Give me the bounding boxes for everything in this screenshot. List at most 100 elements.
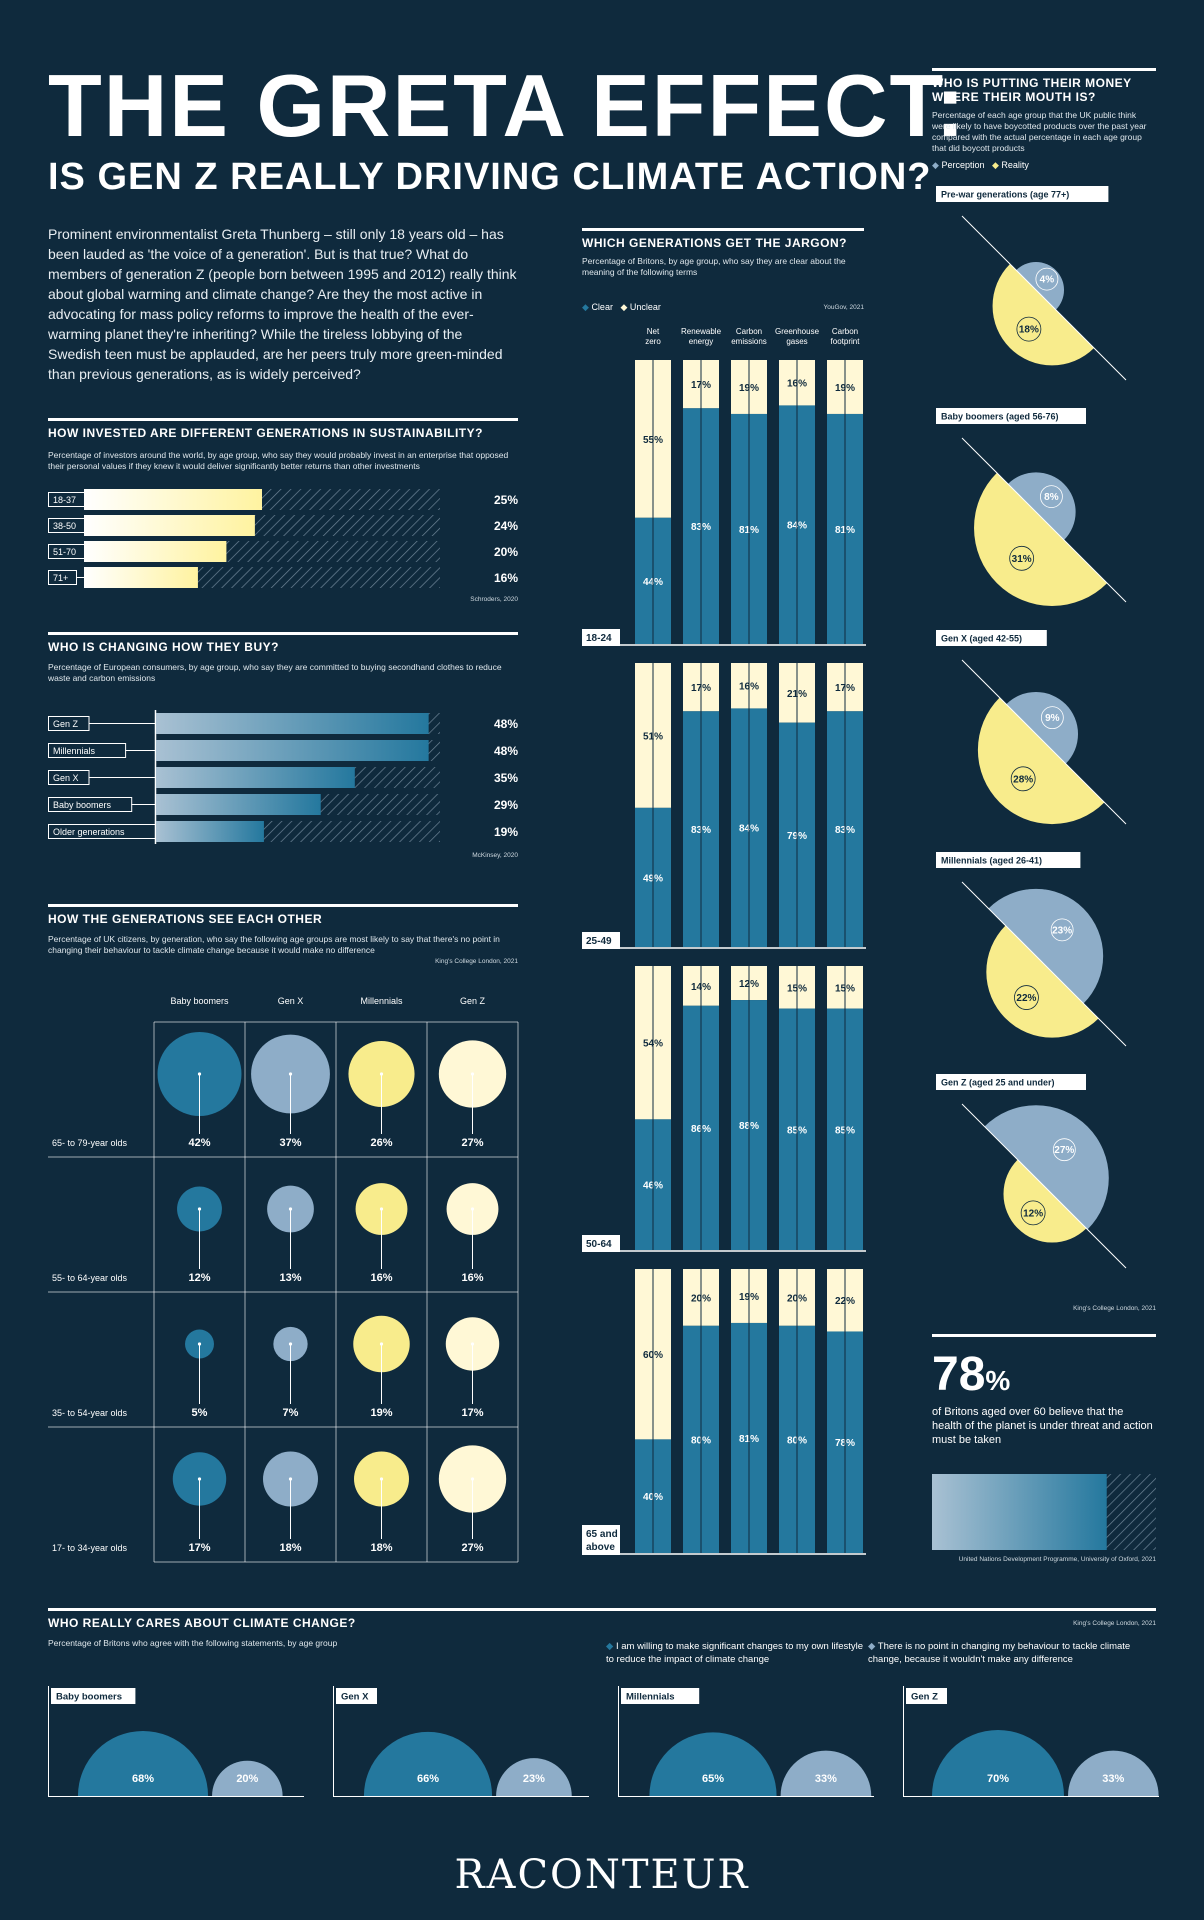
buying-value-label: 35% [494, 771, 518, 785]
see-dot [288, 1207, 293, 1211]
money-legend: ◆ Perception ◆ Reality [932, 160, 1156, 171]
see-value-label: 18% [279, 1542, 301, 1554]
page-subtitle: IS GEN Z REALLY DRIVING CLIMATE ACTION? [48, 156, 932, 198]
money-diagonal [961, 215, 1127, 381]
buying-chart: Gen Z 48% Millennials 48% Gen X 35% Baby boome… [48, 710, 518, 844]
see-dot [379, 1072, 384, 1076]
cares-nopoint-label: 23% [523, 1773, 545, 1785]
cares-legend-a: ◆ I am willing to make significant chang… [606, 1640, 868, 1666]
jargon-term-label: Renewable [681, 327, 722, 336]
invested-category-label: 38-50 [53, 521, 76, 531]
cares-nopoint-semicircle [780, 1750, 872, 1796]
see-dot [288, 1477, 293, 1481]
nopoint-legend-icon: ◆ [868, 1641, 876, 1652]
cares-group-label: Baby boomers [56, 1692, 122, 1703]
see-dot [470, 1342, 475, 1346]
jargon-term-label: energy [689, 337, 713, 346]
cares-willing-semicircle [363, 1731, 493, 1796]
stat-value: 78% [932, 1351, 1156, 1399]
jargon-subtitle: Percentage of Britons, by age group, who… [582, 256, 846, 277]
jargon-term-label: zero [645, 337, 661, 346]
jargon-group-box [582, 932, 620, 949]
reality-legend-icon: ◆ [991, 160, 999, 170]
money-title: WHO IS PUTTING THEIR MONEY WHERE THEIR M… [932, 68, 1156, 104]
see-value-label: 16% [370, 1272, 392, 1284]
see-column-header: Baby boomers [170, 996, 229, 1006]
cares-willing-semicircle [932, 1730, 1064, 1796]
money-reality-label: 28% [1013, 774, 1033, 785]
money-group-label: Gen X (aged 42-55) [941, 634, 1022, 644]
jargon-group-label: 50-64 [586, 1239, 612, 1250]
stat-text: of Britons aged over 60 believe that the… [932, 1406, 1153, 1446]
see-value-label: 17% [461, 1407, 483, 1419]
money-reality-wedge [986, 925, 1099, 1038]
see-value-label: 27% [461, 1542, 483, 1554]
jargon-group-box [582, 1525, 620, 1555]
cares-willing-label: 70% [987, 1773, 1009, 1785]
clear-legend-icon: ◆ [582, 302, 589, 312]
money-perception-wedge [988, 888, 1104, 1004]
jargon-term-label: Carbon [832, 327, 858, 336]
willing-legend-label: I am willing to make significant changes… [606, 1641, 864, 1665]
invested-category-label: 71+ [53, 573, 68, 583]
money-perception-label: 9% [1045, 713, 1060, 724]
see-value-label: 13% [279, 1272, 301, 1284]
money-group-box [936, 852, 1081, 868]
money-reality-ring [1020, 1200, 1046, 1226]
money-perception-label: 27% [1054, 1145, 1074, 1156]
perception-legend-icon: ◆ [932, 160, 939, 170]
see-dot [197, 1477, 202, 1481]
jargon-term-label: emissions [731, 337, 767, 346]
buying-value-label: 19% [494, 825, 518, 839]
buying-bar [156, 767, 355, 788]
money-perception-wedge [1016, 261, 1065, 310]
jargon-term-label: Carbon [736, 327, 762, 336]
money-subtitle: Percentage of each age group that the UK… [932, 110, 1147, 153]
invested-title: HOW INVESTED ARE DIFFERENT GENERATIONS I… [48, 418, 518, 440]
see-dot [379, 1477, 384, 1481]
intro-text: Prominent environmentalist Greta Thunber… [48, 226, 517, 382]
money-diagonal [961, 659, 1127, 825]
cares-legend-b: ◆ There is no point in changing my behav… [868, 1640, 1156, 1666]
jargon-section: WHICH GENERATIONS GET THE JARGON? Percen… [582, 228, 864, 278]
see-value-label: 19% [370, 1407, 392, 1419]
money-perception-label: 8% [1044, 492, 1059, 503]
money-perception-ring [1050, 918, 1074, 942]
buying-value-label: 48% [494, 744, 518, 758]
money-perception-ring [1052, 1138, 1076, 1162]
money-group-label: Pre-war generations (age 77+) [941, 190, 1069, 200]
money-reality-ring [1014, 985, 1039, 1010]
cares-group-box [906, 1688, 947, 1704]
buying-bar [156, 821, 264, 842]
money-perception-ring [1040, 706, 1064, 730]
see-subtitle: Percentage of UK citizens, by generation… [48, 934, 500, 955]
money-reality-wedge [974, 472, 1108, 606]
see-dot [288, 1342, 293, 1346]
jargon-legend: ◆ Clear ◆ Unclear [582, 302, 661, 313]
cares-group-box [621, 1688, 700, 1704]
nopoint-legend-label: There is no point in changing my behavio… [868, 1641, 1131, 1665]
money-perception-wedge [984, 1105, 1109, 1230]
money-perception-label: 4% [1040, 275, 1055, 286]
cares-willing-semicircle [77, 1730, 209, 1796]
see-title: HOW THE GENERATIONS SEE EACH OTHER [48, 904, 518, 926]
see-value-label: 27% [461, 1137, 483, 1149]
invested-bar [84, 567, 198, 588]
money-reality-ring [1009, 545, 1035, 571]
money-group-box [936, 186, 1109, 202]
cares-subtitle: Percentage of Britons who agree with the… [48, 1638, 338, 1648]
see-value-label: 26% [370, 1137, 392, 1149]
cares-nopoint-label: 33% [815, 1773, 837, 1785]
buying-subtitle: Percentage of European consumers, by age… [48, 662, 502, 683]
money-chart: Pre-war generations (age 77+) 4% 18% Baby b… [936, 186, 1127, 1269]
brand-logo: RACONTEUR [454, 1852, 750, 1898]
invested-value-label: 24% [494, 519, 518, 533]
cares-nopoint-semicircle [496, 1758, 572, 1796]
jargon-title: WHICH GENERATIONS GET THE JARGON? [582, 228, 864, 250]
invested-subtitle: Percentage of investors around the world… [48, 450, 509, 471]
cares-group-box [51, 1688, 136, 1704]
jargon-group-box [582, 1235, 620, 1252]
buying-category-label: Baby boomers [53, 800, 112, 810]
see-value-label: 7% [283, 1407, 299, 1419]
buying-category-label: Older generations [53, 827, 125, 837]
